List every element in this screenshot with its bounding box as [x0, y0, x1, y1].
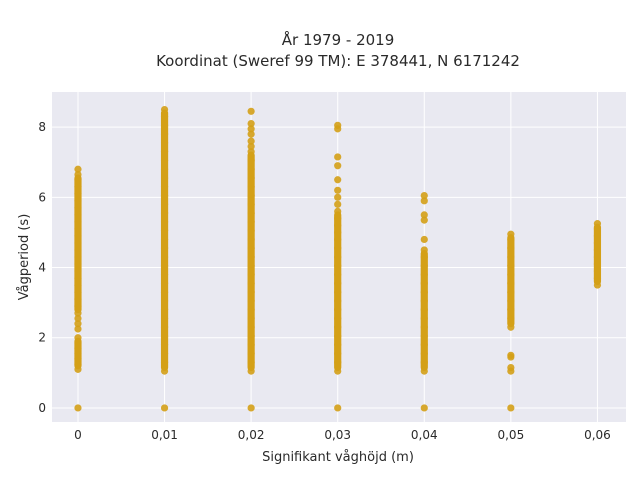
- data-point: [247, 107, 255, 115]
- x-tick-label: 0,03: [324, 428, 351, 442]
- data-point: [74, 404, 82, 412]
- data-point: [247, 137, 255, 145]
- data-point: [247, 119, 255, 128]
- data-point: [334, 162, 342, 170]
- data-point: [334, 200, 342, 208]
- data-point: [507, 363, 515, 372]
- data-point: [334, 404, 342, 412]
- data-point: [160, 404, 169, 412]
- data-point: [420, 216, 428, 224]
- x-tick-label: 0: [74, 428, 82, 442]
- data-point: [334, 193, 342, 201]
- x-tick-label: 0,04: [411, 428, 438, 442]
- data-point: [507, 404, 515, 412]
- dense-point-band: [160, 109, 169, 372]
- dense-point-band: [507, 234, 515, 328]
- data-point: [420, 404, 428, 412]
- y-tick-label: 0: [38, 401, 46, 415]
- data-point: [247, 404, 255, 412]
- dense-point-band: [247, 151, 255, 372]
- data-point: [420, 211, 428, 219]
- data-point: [334, 176, 342, 184]
- x-axis-label: Signifikant våghöjd (m): [262, 450, 414, 465]
- y-tick-label: 2: [38, 331, 46, 345]
- data-point: [334, 153, 342, 161]
- data-point: [420, 235, 428, 244]
- x-tick-label: 0,01: [151, 428, 178, 442]
- dense-point-band: [74, 174, 82, 314]
- data-point: [247, 125, 255, 133]
- chart-title-line-1: År 1979 - 2019: [282, 30, 395, 49]
- y-tick-label: 8: [38, 120, 46, 134]
- chart-title-line-2: Koordinat (Sweref 99 TM): E 378441, N 61…: [156, 52, 520, 70]
- x-tick-label: 0,06: [584, 428, 611, 442]
- data-point: [247, 130, 255, 138]
- dense-point-band: [74, 337, 82, 370]
- data-point: [420, 191, 428, 200]
- data-points: [74, 105, 602, 412]
- x-tick-label: 0,02: [238, 428, 265, 442]
- data-point: [74, 314, 82, 323]
- y-axis-label: Vågperiod (s): [17, 214, 32, 301]
- data-point: [74, 165, 82, 173]
- data-point: [420, 197, 428, 205]
- data-point: [507, 351, 515, 359]
- data-point: [74, 325, 82, 333]
- x-tick-labels: 0 0,01 0,02 0,03 0,04 0,05 0,06: [74, 428, 611, 442]
- data-point: [334, 121, 342, 129]
- data-point: [74, 320, 82, 328]
- y-tick-label: 4: [38, 261, 46, 275]
- data-point: [334, 186, 342, 194]
- y-tick-labels: 0 2 4 6 8: [38, 120, 46, 415]
- data-point: [247, 142, 255, 151]
- dense-point-band: [593, 223, 602, 286]
- dense-point-band: [334, 211, 342, 372]
- dense-point-band: [420, 249, 428, 372]
- y-tick-label: 6: [38, 190, 46, 204]
- x-tick-label: 0,05: [497, 428, 524, 442]
